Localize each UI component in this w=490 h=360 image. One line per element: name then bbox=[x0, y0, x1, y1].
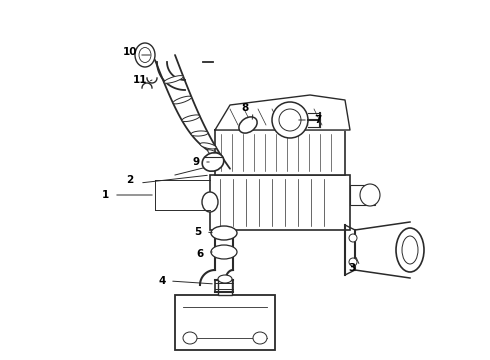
Text: 3: 3 bbox=[348, 263, 356, 273]
Text: 1: 1 bbox=[101, 190, 109, 200]
Text: 7: 7 bbox=[314, 115, 322, 125]
Ellipse shape bbox=[208, 150, 223, 159]
Text: 9: 9 bbox=[193, 157, 199, 167]
Ellipse shape bbox=[279, 109, 301, 131]
Ellipse shape bbox=[139, 48, 151, 63]
Text: 2: 2 bbox=[126, 175, 134, 185]
Ellipse shape bbox=[253, 332, 267, 344]
Bar bbox=[175, 295, 275, 350]
Ellipse shape bbox=[183, 332, 197, 344]
Bar bbox=[210, 175, 350, 230]
Ellipse shape bbox=[272, 102, 308, 138]
Ellipse shape bbox=[349, 234, 357, 242]
Ellipse shape bbox=[402, 236, 418, 264]
Ellipse shape bbox=[202, 192, 218, 212]
Bar bbox=[350, 185, 375, 205]
Text: 5: 5 bbox=[195, 227, 201, 237]
Ellipse shape bbox=[211, 226, 237, 240]
Ellipse shape bbox=[349, 258, 357, 266]
Text: 11: 11 bbox=[133, 75, 147, 85]
Text: 10: 10 bbox=[123, 47, 137, 57]
Ellipse shape bbox=[191, 131, 208, 136]
Text: 4: 4 bbox=[158, 276, 166, 286]
Bar bbox=[218, 279, 232, 295]
Polygon shape bbox=[215, 95, 350, 130]
Ellipse shape bbox=[396, 228, 424, 272]
Ellipse shape bbox=[218, 275, 232, 283]
Ellipse shape bbox=[239, 117, 257, 133]
Text: 6: 6 bbox=[196, 249, 204, 259]
Ellipse shape bbox=[135, 43, 155, 67]
Ellipse shape bbox=[200, 143, 216, 149]
Ellipse shape bbox=[211, 245, 237, 259]
Ellipse shape bbox=[182, 115, 200, 122]
Bar bbox=[215, 130, 345, 175]
Ellipse shape bbox=[164, 76, 183, 83]
Ellipse shape bbox=[173, 96, 192, 104]
Text: 8: 8 bbox=[242, 103, 248, 113]
Ellipse shape bbox=[360, 184, 380, 206]
Ellipse shape bbox=[202, 153, 224, 171]
